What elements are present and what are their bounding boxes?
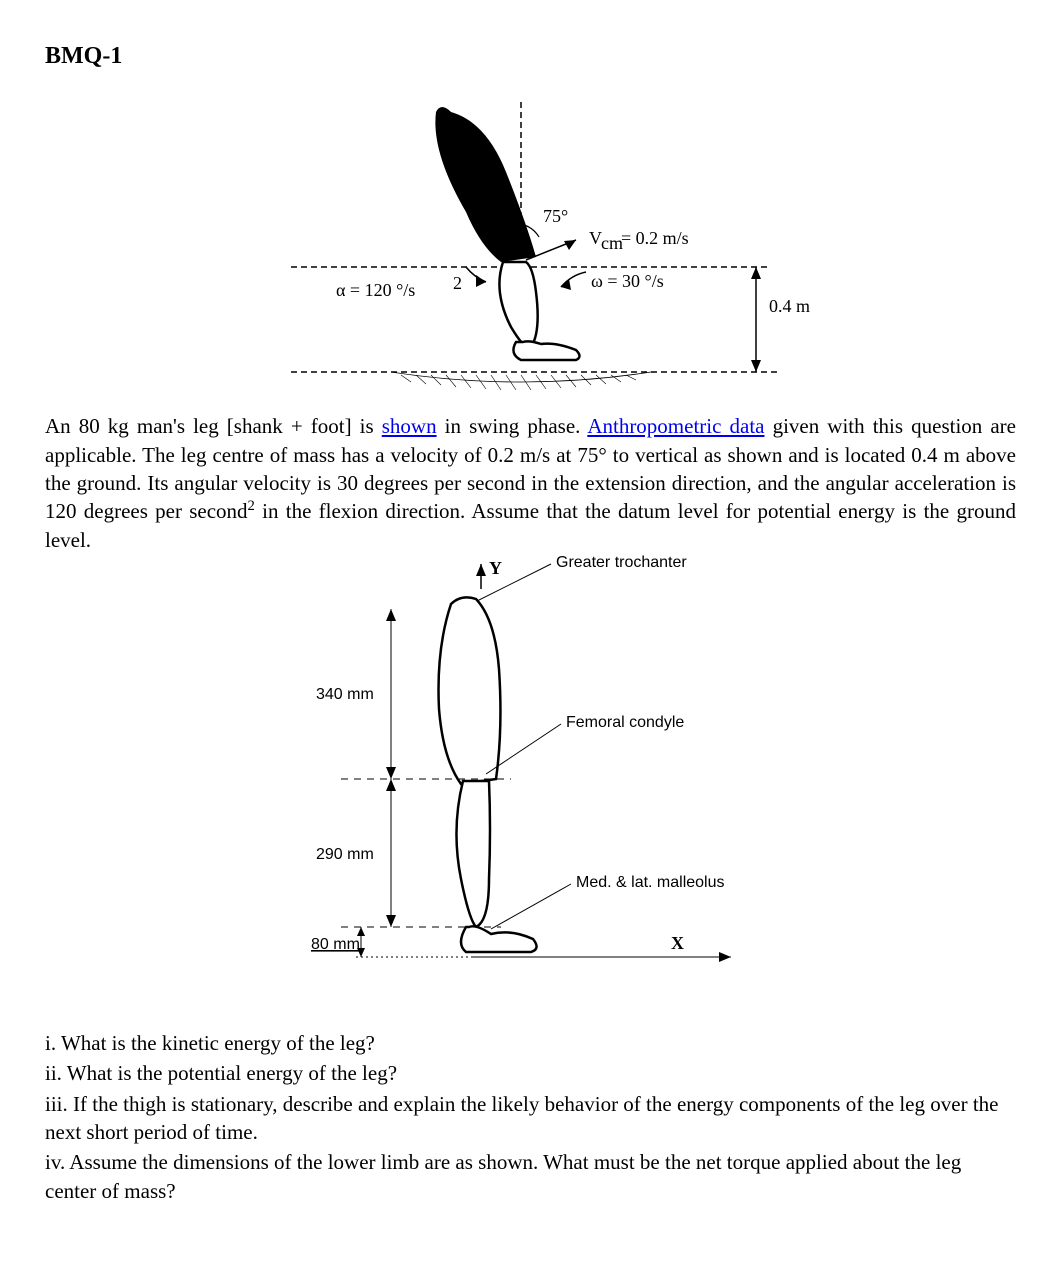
question-4: iv. Assume the dimensions of the lower l… <box>45 1148 1016 1205</box>
omega-label: ω = 30 °/s <box>591 271 664 291</box>
alpha-label: α = 120 °/s <box>336 280 415 300</box>
figure-2-container: Y X Greater trochanter Femoral condyle M… <box>45 549 1016 999</box>
height-label: 0.4 m <box>769 296 810 316</box>
figure-1-container: 0.4 m 75° V cm = 0.2 m/s ω = 30 °/s α <box>45 92 1016 402</box>
femoral-condyle-label: Femoral condyle <box>566 714 684 731</box>
question-1: i. What is the kinetic energy of the leg… <box>45 1029 1016 1057</box>
svg-text:cm: cm <box>601 233 623 253</box>
superscript-2: 2 <box>248 498 255 514</box>
svg-text:= 0.2 m/s: = 0.2 m/s <box>621 228 689 248</box>
svg-text:2: 2 <box>453 273 462 293</box>
y-axis-label: Y <box>489 558 502 578</box>
page-title: BMQ-1 <box>45 40 1016 72</box>
dim-340-label: 340 mm <box>316 686 374 703</box>
problem-paragraph: An 80 kg man's leg [shank + foot] is sho… <box>45 412 1016 554</box>
question-2: ii. What is the potential energy of the … <box>45 1059 1016 1087</box>
para-text-1: An 80 kg man's leg [shank + foot] is <box>45 414 382 438</box>
angle-75: 75° <box>543 206 568 226</box>
x-axis-label: X <box>671 933 684 953</box>
para-text-2: in swing phase. <box>437 414 588 438</box>
anthropometric-link[interactable]: Anthropometric data <box>587 414 764 438</box>
figure-1-swing-phase: 0.4 m 75° V cm = 0.2 m/s ω = 30 °/s α <box>231 92 831 402</box>
question-3: iii. If the thigh is stationary, describ… <box>45 1090 1016 1147</box>
dim-290-label: 290 mm <box>316 846 374 863</box>
questions-block: i. What is the kinetic energy of the leg… <box>45 1029 1016 1205</box>
shown-link[interactable]: shown <box>382 414 437 438</box>
malleolus-label: Med. & lat. malleolus <box>576 874 725 891</box>
dim-80-label: 80 mm <box>311 936 360 953</box>
greater-trochanter-label: Greater trochanter <box>556 554 687 571</box>
figure-2-dimensions: Y X Greater trochanter Femoral condyle M… <box>251 549 811 999</box>
